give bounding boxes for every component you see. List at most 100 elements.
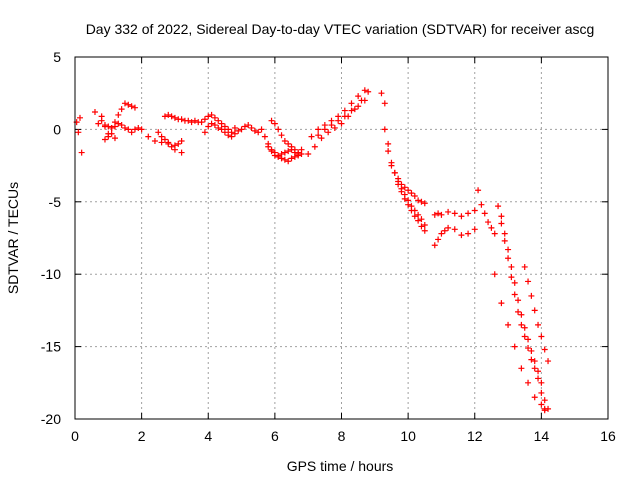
data-point xyxy=(161,136,168,143)
data-point xyxy=(521,324,528,331)
data-point xyxy=(511,279,518,286)
data-point xyxy=(205,113,212,120)
data-point xyxy=(291,146,298,153)
data-point xyxy=(98,117,105,124)
data-point xyxy=(91,109,98,116)
data-point xyxy=(165,139,172,146)
x-tick-label: 6 xyxy=(271,428,279,444)
data-point xyxy=(231,130,238,137)
data-point xyxy=(325,129,332,136)
data-point xyxy=(115,120,122,127)
data-point xyxy=(458,213,465,220)
data-point xyxy=(285,158,292,165)
data-point xyxy=(268,146,275,153)
data-point xyxy=(295,149,302,156)
x-tick-label: 10 xyxy=(400,428,416,444)
series-seg-i xyxy=(201,120,242,140)
data-point xyxy=(178,149,185,156)
data-point xyxy=(515,297,522,304)
data-point xyxy=(215,124,222,131)
data-point xyxy=(178,116,185,123)
data-point xyxy=(538,333,545,340)
series-seg-j xyxy=(238,122,262,136)
data-point xyxy=(238,126,245,133)
data-point xyxy=(435,210,442,217)
data-point xyxy=(308,133,315,140)
data-point xyxy=(145,133,152,140)
data-point xyxy=(288,155,295,162)
x-tick-label: 16 xyxy=(600,428,616,444)
data-point xyxy=(131,126,138,133)
data-point xyxy=(151,137,158,144)
data-point xyxy=(451,210,458,217)
data-point xyxy=(278,132,285,139)
data-point xyxy=(531,365,538,372)
data-point xyxy=(128,103,135,110)
data-point xyxy=(281,156,288,163)
data-point xyxy=(185,117,192,124)
data-point xyxy=(385,140,392,147)
data-point xyxy=(231,124,238,131)
data-point xyxy=(101,122,108,129)
data-point xyxy=(108,124,115,131)
data-point xyxy=(361,87,368,94)
data-point xyxy=(438,230,445,237)
data-point xyxy=(318,135,325,142)
series-seg-a xyxy=(73,114,85,156)
data-point xyxy=(545,405,552,412)
data-point xyxy=(401,195,408,202)
data-point xyxy=(188,119,195,126)
data-point xyxy=(435,236,442,243)
data-point xyxy=(275,126,282,133)
data-point xyxy=(418,216,425,223)
data-point xyxy=(245,122,252,129)
data-point xyxy=(398,188,405,195)
data-point xyxy=(118,122,125,129)
data-point xyxy=(235,127,242,134)
plot-frame xyxy=(74,56,609,420)
data-point xyxy=(488,224,495,231)
data-point xyxy=(445,208,452,215)
data-point xyxy=(505,321,512,328)
data-point xyxy=(538,379,545,386)
data-point xyxy=(165,111,172,118)
data-point xyxy=(315,126,322,133)
data-point xyxy=(158,139,165,146)
data-point xyxy=(501,230,508,237)
data-point xyxy=(525,345,532,352)
data-point xyxy=(335,117,342,124)
data-point xyxy=(395,181,402,188)
data-point xyxy=(518,321,525,328)
series-seg-s xyxy=(395,181,428,234)
x-tick-label: 2 xyxy=(138,428,146,444)
axis-ticks: 0 2 4 6 8 10 12 14 16 5 0 -5 -10 -15 -20 xyxy=(41,49,616,444)
data-point xyxy=(528,292,535,299)
data-point xyxy=(418,198,425,205)
series-seg-v xyxy=(475,187,498,237)
data-point xyxy=(441,227,448,234)
data-point xyxy=(241,123,248,130)
x-tick-label: 12 xyxy=(467,428,483,444)
series-seg-d xyxy=(101,120,145,143)
data-point xyxy=(515,308,522,315)
data-point xyxy=(135,124,142,131)
data-point xyxy=(401,184,408,191)
data-point xyxy=(201,116,208,123)
data-point xyxy=(178,137,185,144)
data-point xyxy=(215,117,222,124)
data-point xyxy=(105,123,112,130)
data-point xyxy=(331,124,338,131)
data-point xyxy=(111,135,118,142)
data-point xyxy=(535,368,542,375)
data-point xyxy=(118,106,125,113)
data-point xyxy=(498,300,505,307)
data-point xyxy=(381,100,388,107)
data-point xyxy=(198,119,205,126)
data-point xyxy=(275,152,282,159)
data-point xyxy=(528,347,535,354)
data-point xyxy=(365,88,372,95)
data-point xyxy=(431,211,438,218)
data-point xyxy=(531,358,538,365)
data-point xyxy=(348,100,355,107)
data-point xyxy=(508,274,515,281)
